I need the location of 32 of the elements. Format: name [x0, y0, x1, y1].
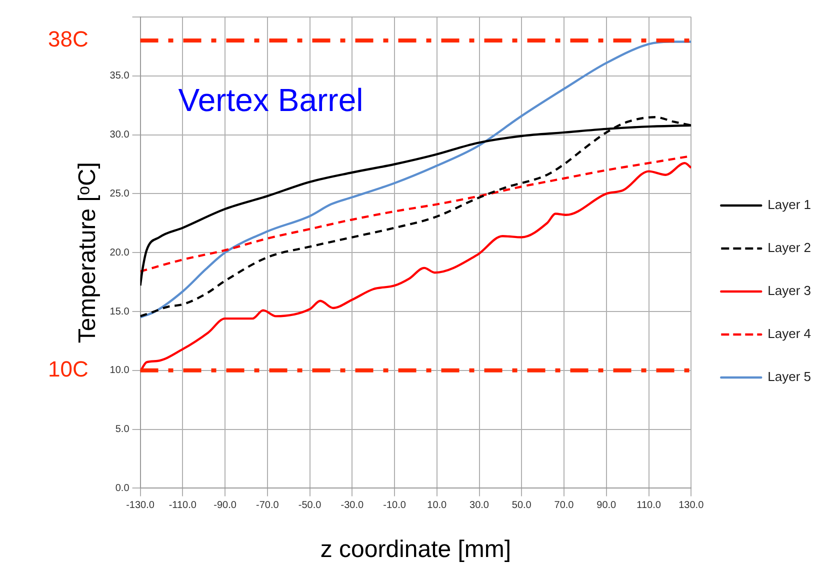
y-tick-label: 0.0 [115, 482, 130, 494]
x-tick-label: -70.0 [256, 500, 280, 511]
x-tick-label: -30.0 [340, 500, 364, 511]
y-tick-label: 35.0 [110, 70, 130, 82]
x-tick-label: 90.0 [596, 500, 617, 511]
legend-label: Layer 2 [768, 240, 812, 256]
y-tick-label: 5.0 [115, 424, 130, 436]
y-axis-title: Temperature [ᵒC] [74, 162, 102, 344]
y-tick-label: 20.0 [110, 247, 130, 258]
x-tick-label: -50.0 [298, 500, 322, 511]
ref-line-label: 38C [48, 26, 88, 52]
legend-label: Layer 5 [768, 369, 812, 384]
y-tick-label: 10.0 [110, 365, 130, 376]
annotation: Vertex Barrel [178, 82, 364, 118]
ref-line-label: 10C [48, 356, 88, 382]
y-tick-label: 30.0 [110, 130, 130, 141]
x-tick-label: 30.0 [470, 500, 490, 511]
x-tick-label: -130.0 [126, 500, 155, 511]
y-tick-label: 15.0 [110, 306, 130, 318]
legend-label: Layer 1 [768, 197, 812, 212]
legend-label: Layer 4 [768, 326, 812, 342]
x-tick-label: 130.0 [678, 500, 704, 511]
x-tick-label: 50.0 [512, 500, 532, 511]
x-tick-label: 70.0 [554, 500, 574, 511]
x-tick-label: -110.0 [168, 500, 197, 511]
x-tick-label: 10.0 [427, 500, 448, 511]
x-tick-label: -10.0 [383, 500, 406, 511]
legend-label: Layer 3 [768, 283, 812, 298]
x-tick-label: 110.0 [636, 500, 662, 511]
y-tick-label: 25.0 [110, 188, 130, 200]
x-axis-title: z coordinate [mm] [320, 536, 512, 564]
x-tick-label: -90.0 [214, 500, 237, 511]
